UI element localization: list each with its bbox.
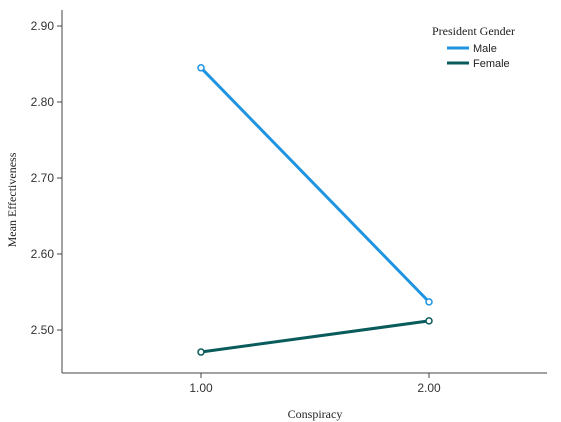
data-point-female bbox=[425, 317, 433, 325]
data-point-male bbox=[425, 298, 433, 306]
y-tick-label: 2.60 bbox=[31, 247, 55, 261]
series-line-female bbox=[199, 319, 431, 354]
y-axis-ticks: 2.50 2.60 2.70 2.80 2.90 bbox=[31, 19, 62, 337]
data-point-female bbox=[197, 348, 205, 356]
x-tick-label: 2.00 bbox=[417, 381, 441, 395]
legend: President Gender Male Female bbox=[432, 24, 515, 70]
legend-label-female: Female bbox=[473, 58, 510, 70]
y-tick-label: 2.70 bbox=[31, 171, 55, 185]
data-point-male bbox=[197, 64, 205, 72]
plot-frame bbox=[61, 10, 547, 374]
y-tick-label: 2.80 bbox=[31, 95, 55, 109]
y-tick-label: 2.50 bbox=[31, 323, 55, 337]
series-layer bbox=[197, 64, 433, 356]
x-axis-title: Conspiracy bbox=[288, 407, 343, 421]
x-tick-label: 1.00 bbox=[189, 381, 213, 395]
legend-title: President Gender bbox=[432, 24, 515, 38]
y-tick-label: 2.90 bbox=[31, 19, 55, 33]
x-axis-ticks: 1.00 2.00 bbox=[189, 373, 441, 395]
legend-label-male: Male bbox=[473, 43, 497, 55]
y-axis-title: Mean Effectiveness bbox=[5, 152, 19, 247]
legend-items: Male Female bbox=[447, 43, 510, 70]
series-line-male bbox=[199, 66, 431, 304]
